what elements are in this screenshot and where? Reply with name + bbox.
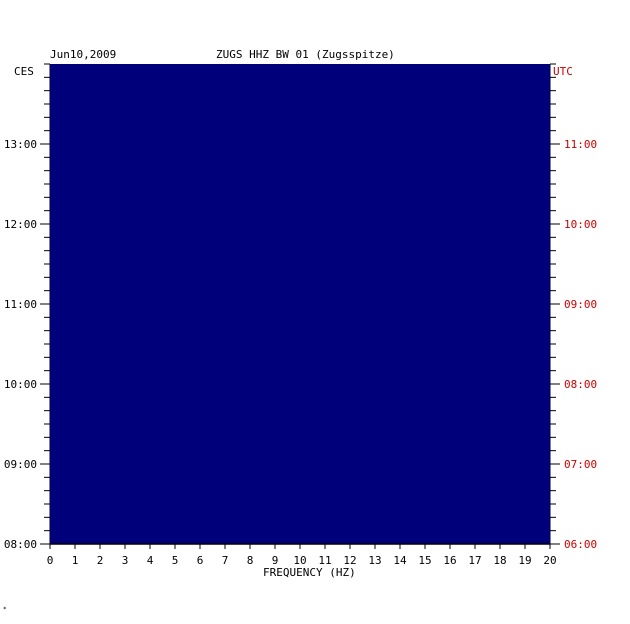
chart-date: Jun10,2009 (50, 48, 117, 61)
chart-title: ZUGS HHZ BW 01 (Zugsspitze) (216, 48, 395, 61)
